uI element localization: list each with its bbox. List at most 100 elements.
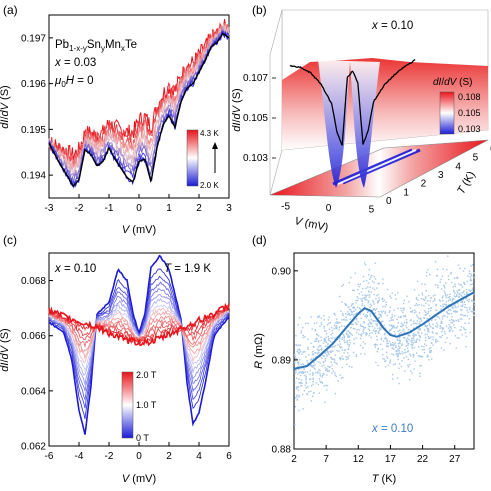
panel-d-scatter-point: [386, 356, 388, 358]
panel-a-ytick-label: 0.196: [21, 79, 46, 90]
panel-d-scatter-point: [367, 301, 369, 304]
panel-d-scatter-point: [358, 293, 361, 295]
panel-a: (a) -3 -2 -1 0 1 2 3 0.194 0.195 0.196 0.197 V (mV…: [0, 3, 232, 236]
panel-d-scatter-point: [413, 312, 416, 314]
panel-d-scatter-point: [345, 358, 347, 361]
panel-d-scatter-point: [352, 314, 355, 316]
panel-d-scatter-point: [471, 283, 473, 285]
panel-d-scatter-point: [397, 322, 400, 324]
panel-d-scatter-point: [469, 283, 472, 286]
panel-a-xtick-label: -3: [45, 203, 54, 214]
panel-d-scatter-point: [397, 339, 399, 342]
panel-d-scatter-point: [430, 319, 433, 322]
panel-d-scatter-point: [353, 310, 355, 312]
panel-d-scatter-point: [368, 296, 371, 298]
panel-d-scatter-point: [312, 357, 315, 359]
panel-d-scatter-point: [319, 372, 321, 374]
panel-d-scatter-point: [429, 310, 432, 312]
panel-b-ytick-label: 0.103: [243, 153, 268, 164]
panel-d-scatter-point: [392, 341, 394, 344]
panel-d-scatter-point: [303, 363, 305, 366]
panel-d-scatter-point: [302, 408, 304, 410]
panel-d-scatter-point: [417, 327, 420, 329]
panel-a-label: (a): [3, 3, 18, 17]
panel-d-scatter-point: [329, 322, 331, 324]
panel-d-scatter-point: [448, 324, 450, 326]
panel-d-scatter-point: [429, 351, 431, 354]
panel-d-scatter-point: [360, 325, 362, 327]
panel-d-scatter-point: [323, 315, 325, 317]
panel-d-scatter-point: [303, 390, 306, 392]
panel-d-scatter-point: [294, 362, 296, 364]
panel-d-scatter-point: [465, 329, 467, 331]
panel-d-scatter-point: [350, 305, 353, 307]
panel-d-scatter-point: [311, 364, 313, 367]
panel-d-scatter-point: [399, 342, 401, 345]
panel-d-scatter-point: [427, 295, 430, 297]
panel-a-x-value: x = 0.03: [54, 57, 96, 69]
panel-d-scatter-point: [321, 376, 323, 378]
panel-d-scatter-point: [298, 344, 300, 346]
panel-d-scatter-point: [455, 347, 457, 349]
panel-d-scatter-point: [297, 324, 299, 326]
panel-d-scatter-point: [326, 351, 328, 353]
panel-d-scatter-point: [442, 295, 444, 297]
panel-d-scatter-point: [305, 379, 307, 381]
panel-d-scatter-point: [449, 329, 451, 331]
panel-d-scatter-point: [349, 314, 351, 317]
panel-d-scatter-point: [359, 344, 362, 347]
panel-d-scatter-point: [350, 326, 352, 329]
panel-d-scatter-point: [357, 289, 359, 291]
panel-d-scatter-point: [466, 293, 468, 296]
panel-c-ytick-label: 0.062: [21, 442, 46, 453]
panel-d-scatter-point: [294, 382, 296, 384]
panel-d-scatter-point: [432, 336, 434, 338]
panel-d-scatter-point: [468, 308, 471, 311]
panel-d-scatter-point: [431, 327, 434, 329]
panel-d-scatter-point: [466, 307, 468, 309]
panel-d-scatter-point: [453, 304, 455, 307]
panel-d-scatter-point: [419, 355, 422, 357]
panel-d-label: (d): [252, 233, 267, 247]
panel-d-scatter-point: [465, 297, 468, 299]
panel-d-scatter-point: [298, 362, 300, 364]
panel-d-scatter-point: [313, 392, 315, 394]
panel-d-scatter-point: [465, 345, 467, 348]
panel-d-scatter-point: [460, 294, 462, 296]
panel-d-scatter-point: [411, 341, 413, 343]
panel-d-scatter-point: [334, 354, 336, 356]
panel-b-xtick-label: 0: [326, 203, 332, 214]
panel-d-scatter-point: [415, 352, 418, 354]
panel-d-scatter-point: [389, 329, 391, 331]
panel-d-scatter-point: [385, 338, 387, 340]
panel-d-scatter-point: [344, 303, 346, 305]
panel-d-scatter-point: [416, 323, 418, 325]
panel-d-scatter-point: [361, 299, 363, 302]
panel-d-scatter-point: [300, 330, 303, 332]
panel-d-scatter-point: [348, 335, 350, 337]
panel-c-colorbar-mid: 1.0 T: [136, 400, 157, 410]
panel-d-scatter-point: [318, 369, 320, 371]
panel-d-scatter-point: [344, 319, 346, 321]
panel-d-scatter-point: [346, 363, 348, 365]
panel-d-scatter-point: [347, 306, 349, 308]
panel-d-scatter-point: [400, 307, 402, 310]
panel-d-scatter-point: [410, 344, 412, 346]
panel-d-scatter-point: [426, 312, 429, 315]
panel-d-scatter-point: [440, 278, 442, 281]
panel-d-scatter-point: [343, 325, 346, 328]
panel-d-scatter-point: [464, 314, 466, 317]
panel-d-scatter-point: [335, 362, 337, 364]
panel-d-scatter-point: [331, 346, 334, 348]
panel-d-scatter-point: [312, 378, 314, 381]
panel-d-scatter-point: [439, 336, 441, 338]
panel-d-scatter-point: [358, 285, 360, 288]
panel-d-scatter-point: [462, 270, 465, 272]
panel-d-scatter-point: [403, 321, 406, 324]
panel-d-scatter-point: [450, 271, 452, 274]
panel-d-scatter-point: [380, 326, 382, 328]
panel-d-scatter-point: [443, 285, 445, 287]
panel-d-scatter-point: [440, 305, 442, 307]
panel-d-scatter-point: [461, 309, 463, 311]
panel-d-scatter-point: [313, 367, 315, 369]
